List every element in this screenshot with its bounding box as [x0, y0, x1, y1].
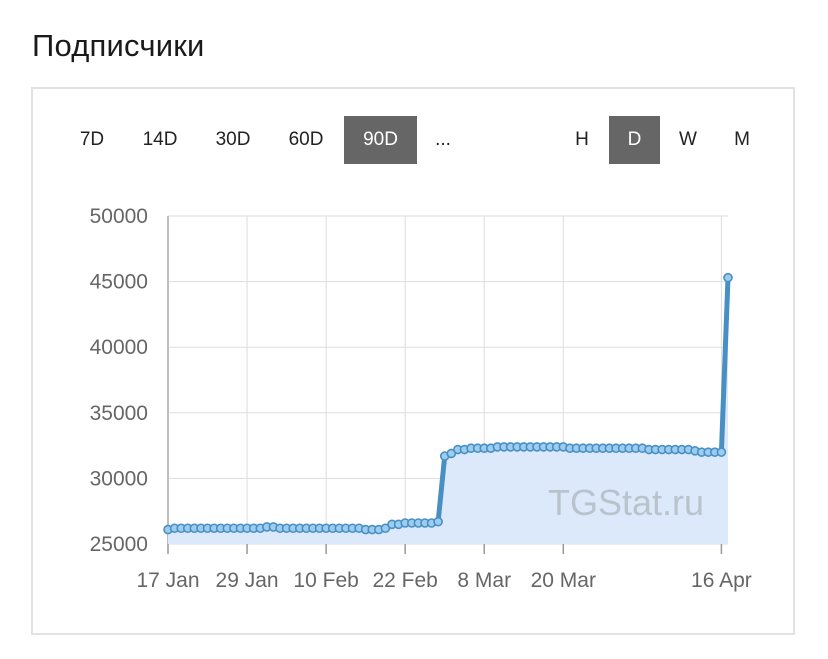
chart-x-ticks: 17 Jan 29 Jan 10 Feb 22 Feb 8 Mar 20 Mar 16 Ap…: [136, 569, 751, 592]
range-button-14d[interactable]: 14D: [142, 129, 178, 150]
x-tick-label: 29 Jan: [216, 569, 279, 592]
subscribers-chart: 25000 30000 35000 40000 45000 50000 17 Jan 29 …: [90, 205, 752, 592]
granularity-button-day[interactable]: D: [609, 116, 660, 164]
x-tick-label: 20 Mar: [531, 569, 596, 592]
range-button-30d[interactable]: 30D: [215, 129, 251, 150]
x-tick-label: 10 Feb: [293, 569, 358, 592]
y-tick-label: 40000: [90, 336, 148, 359]
page-title: Подписчики: [32, 28, 205, 63]
granularity-button-month[interactable]: M: [734, 129, 750, 150]
range-button-7d[interactable]: 7D: [79, 129, 105, 150]
x-tick-label: 16 Apr: [691, 569, 752, 592]
granularity-button-week[interactable]: W: [679, 129, 697, 150]
range-button-60d[interactable]: 60D: [288, 129, 324, 150]
watermark: TGStat.ru: [548, 482, 704, 523]
data-point[interactable]: [723, 272, 733, 283]
range-button-90d[interactable]: 90D: [344, 116, 417, 164]
y-tick-label: 35000: [90, 402, 148, 425]
granularity-button-hour[interactable]: H: [575, 129, 589, 150]
chart-y-ticks: 25000 30000 35000 40000 45000 50000: [90, 205, 148, 556]
y-tick-label: 30000: [90, 467, 148, 490]
x-tick-label: 8 Mar: [457, 569, 511, 592]
chart-area-fill: [168, 277, 728, 544]
x-tick-label: 22 Feb: [372, 569, 437, 592]
range-button-more[interactable]: ...: [435, 129, 451, 150]
data-point[interactable]: [433, 516, 443, 527]
y-tick-label: 25000: [90, 533, 148, 556]
y-tick-label: 50000: [90, 205, 148, 228]
data-point[interactable]: [716, 447, 727, 457]
y-tick-label: 45000: [90, 271, 148, 294]
chart-markers: [163, 272, 733, 535]
chart-card: 7D 14D 30D 60D 90D ... H D W M 25000 3000…: [31, 87, 795, 635]
x-tick-label: 17 Jan: [136, 569, 199, 592]
